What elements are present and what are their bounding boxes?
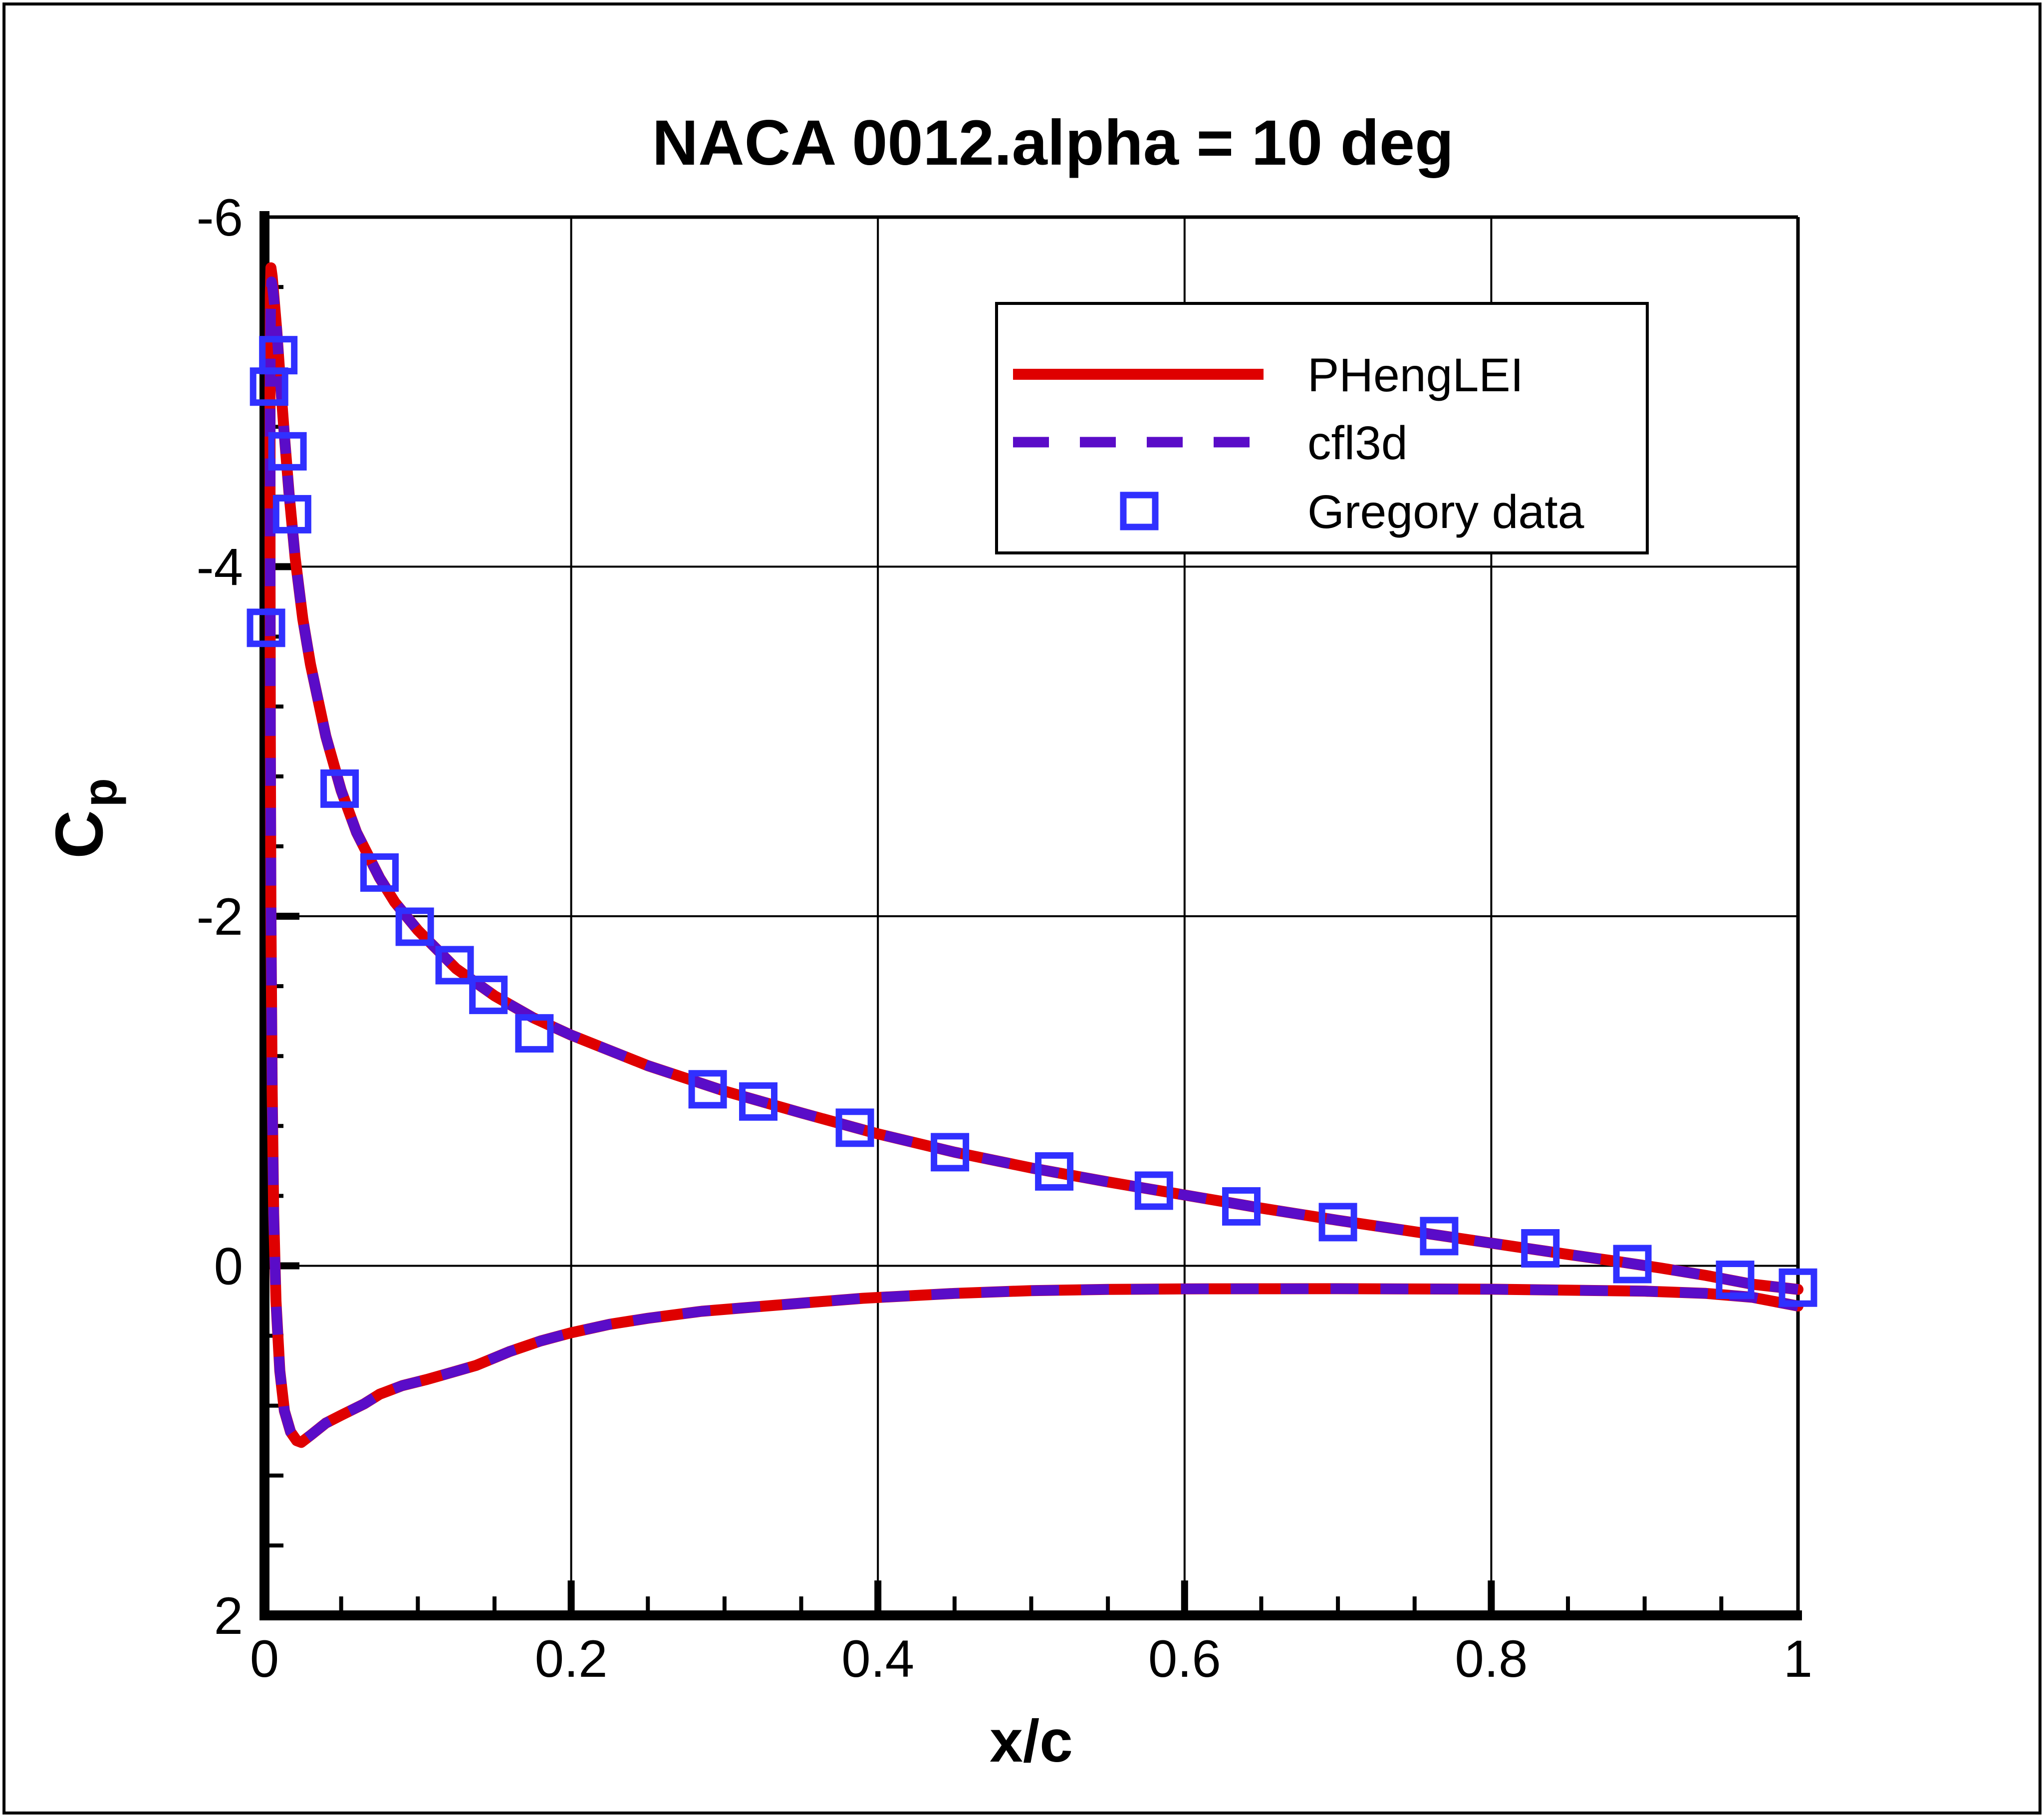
- legend-label: PHengLEI: [1307, 349, 1524, 402]
- gregory-data-point: [1779, 1268, 1817, 1307]
- legend-label: cfl3d: [1307, 417, 1408, 470]
- gregory-data-point: [259, 336, 298, 375]
- y-tick-label: 0: [214, 1238, 243, 1296]
- cfl3d-curve: [264, 276, 1799, 1448]
- x-axis-label: x/c: [990, 1708, 1073, 1775]
- gregory-data-point: [1716, 1261, 1755, 1299]
- gregory-data-point: [272, 495, 311, 533]
- gregory-data-point: [1035, 1152, 1074, 1191]
- legend: PHengLEI cfl3d Gregory data: [995, 302, 1649, 554]
- gregory-data-point: [268, 432, 307, 471]
- gregory-data-point: [688, 1070, 727, 1109]
- x-tick-label: 0.2: [535, 1630, 608, 1688]
- x-tick-label: 1: [1784, 1630, 1812, 1688]
- x-tick-label: 0.4: [841, 1630, 914, 1688]
- y-tick-label: -6: [197, 189, 243, 247]
- chart-title: NACA 0012.alpha = 10 deg: [652, 107, 1454, 179]
- x-tick-label: 0: [250, 1630, 279, 1688]
- y-tick-label: -2: [197, 888, 243, 946]
- gregory-data-point: [1222, 1187, 1261, 1226]
- gregory-data-point: [1420, 1217, 1459, 1256]
- gregory-data-point: [320, 769, 359, 808]
- y-tick-label: 2: [214, 1587, 243, 1645]
- gregory-data-point: [515, 1014, 554, 1053]
- gregory-data-point: [395, 907, 434, 946]
- legend-box: [995, 302, 1649, 554]
- y-tick-label: -4: [197, 538, 243, 597]
- gregory-data-point: [1613, 1245, 1652, 1284]
- gregory-data-point: [931, 1133, 970, 1172]
- gregory-data-point: [835, 1108, 874, 1147]
- gregory-data-point: [469, 976, 508, 1015]
- y-axis-label: Cp: [41, 778, 127, 859]
- x-tick-label: 0.6: [1148, 1630, 1221, 1688]
- gregory-data-point: [739, 1082, 778, 1121]
- legend-sample-gregory-marker: [1120, 492, 1159, 530]
- legend-label: Gregory data: [1307, 486, 1584, 538]
- gregory-data-point: [435, 946, 474, 985]
- gregory-data-point: [360, 853, 399, 892]
- gregory-data-point: [1521, 1229, 1560, 1268]
- gregory-data-point: [1134, 1171, 1173, 1210]
- gregory-data-point: [247, 608, 285, 647]
- x-tick-label: 0.8: [1455, 1630, 1528, 1688]
- gregory-data-point: [1318, 1203, 1357, 1242]
